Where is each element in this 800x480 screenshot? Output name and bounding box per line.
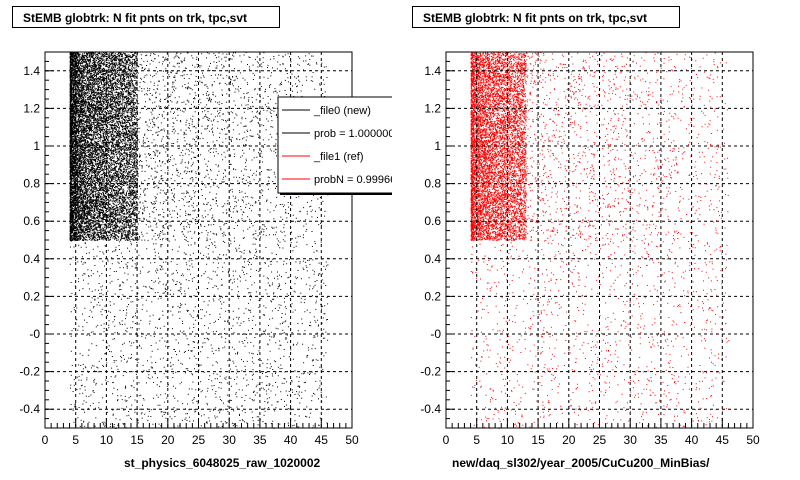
scatter-points xyxy=(470,52,730,429)
x-tick-label: 35 xyxy=(253,433,267,447)
x-tick-label: 40 xyxy=(284,433,298,447)
y-tick-label: -0.4 xyxy=(19,402,40,416)
y-tick-label: 1.2 xyxy=(424,101,441,115)
plot-area-left: 0 5 10 15 20 25 30 35 40 45 50 -0.4 -0.2 -0 0.2 0.4 0.6 0… xyxy=(19,51,359,447)
plot-area-right: 0 5 10 15 20 25 30 35 40 45 50 -0.4 -0.2 -0 0.2 0.4 0.6 0… xyxy=(420,51,760,447)
y-tick-label: 0.6 xyxy=(424,214,441,228)
x-tick-label: 45 xyxy=(716,433,730,447)
y-tick-label: 0.2 xyxy=(424,289,441,303)
x-tick-label: 10 xyxy=(501,433,515,447)
x-tick-label: 40 xyxy=(685,433,699,447)
x-tick-label: 0 xyxy=(443,433,450,447)
y-axis-ticks: -0.4 -0.2 -0 0.2 0.4 0.6 0.8 1 1.2 1.4 xyxy=(420,51,455,429)
y-tick-label: 0.4 xyxy=(424,252,441,266)
y-tick-label: 0.6 xyxy=(23,214,40,228)
point-cloud xyxy=(69,52,329,429)
grid-lines xyxy=(45,52,352,428)
x-tick-label: 20 xyxy=(161,433,175,447)
y-tick-label: 0.8 xyxy=(424,177,441,191)
y-tick-label: 1.4 xyxy=(424,64,441,78)
legend-entries: _file0 (new) prob = 1.000000 _file1 (ref) p… xyxy=(282,105,396,186)
x-tick-label: 5 xyxy=(72,433,79,447)
y-tick-label: 1 xyxy=(434,139,441,153)
grid-lines xyxy=(446,52,753,428)
legend-label: probN = 0.99966 xyxy=(314,174,396,186)
x-tick-label: 50 xyxy=(345,433,359,447)
x-axis-label-right: new/daq_sl302/year_2005/CuCu200_MinBias/ xyxy=(452,456,710,470)
x-tick-label: 45 xyxy=(315,433,329,447)
x-tick-label: 0 xyxy=(42,433,49,447)
y-tick-label: 1 xyxy=(33,139,40,153)
x-tick-label: 50 xyxy=(746,433,760,447)
legend-label: _file1 (ref) xyxy=(313,151,364,163)
y-tick-label: -0.2 xyxy=(19,365,40,379)
x-tick-label: 30 xyxy=(223,433,237,447)
chart-title-left: StEMB globtrk: N fit pnts on trk, tpc,sv… xyxy=(12,6,280,28)
legend-label: _file0 (new) xyxy=(313,105,371,117)
x-tick-label: 35 xyxy=(654,433,668,447)
legend-cutoff xyxy=(392,96,402,196)
y-tick-label: 1.2 xyxy=(23,101,40,115)
y-tick-label: 0.2 xyxy=(23,289,40,303)
x-tick-label: 15 xyxy=(130,433,144,447)
x-axis-ticks: 0 5 10 15 20 25 30 35 40 45 50 xyxy=(443,418,760,447)
y-axis-ticks: -0.4 -0.2 -0 0.2 0.4 0.6 0.8 1 1.2 1.4 xyxy=(19,51,54,429)
x-tick-label: 15 xyxy=(531,433,545,447)
x-tick-label: 5 xyxy=(473,433,480,447)
y-tick-label: -0.4 xyxy=(420,402,441,416)
point-cloud xyxy=(470,52,730,429)
x-tick-label: 25 xyxy=(192,433,206,447)
scatter-points xyxy=(69,52,329,429)
y-tick-label: -0 xyxy=(430,327,441,341)
y-tick-label: -0 xyxy=(29,327,40,341)
chart-title-right: StEMB globtrk: N fit pnts on trk, tpc,sv… xyxy=(412,6,680,28)
y-tick-label: 0.8 xyxy=(23,177,40,191)
x-tick-label: 20 xyxy=(562,433,576,447)
x-tick-label: 30 xyxy=(624,433,638,447)
x-axis-label-left: st_physics_6048025_raw_1020002 xyxy=(124,456,321,470)
y-tick-label: 0.4 xyxy=(23,252,40,266)
legend: _file0 (new) prob = 1.000000 _file1 (ref) p… xyxy=(277,96,402,196)
x-axis-ticks: 0 5 10 15 20 25 30 35 40 45 50 xyxy=(42,418,359,447)
legend-label: prob = 1.000000 xyxy=(314,128,394,140)
x-tick-label: 10 xyxy=(100,433,114,447)
y-tick-label: -0.2 xyxy=(420,365,441,379)
x-tick-label: 25 xyxy=(593,433,607,447)
y-tick-label: 1.4 xyxy=(23,64,40,78)
legend-box xyxy=(277,96,401,194)
